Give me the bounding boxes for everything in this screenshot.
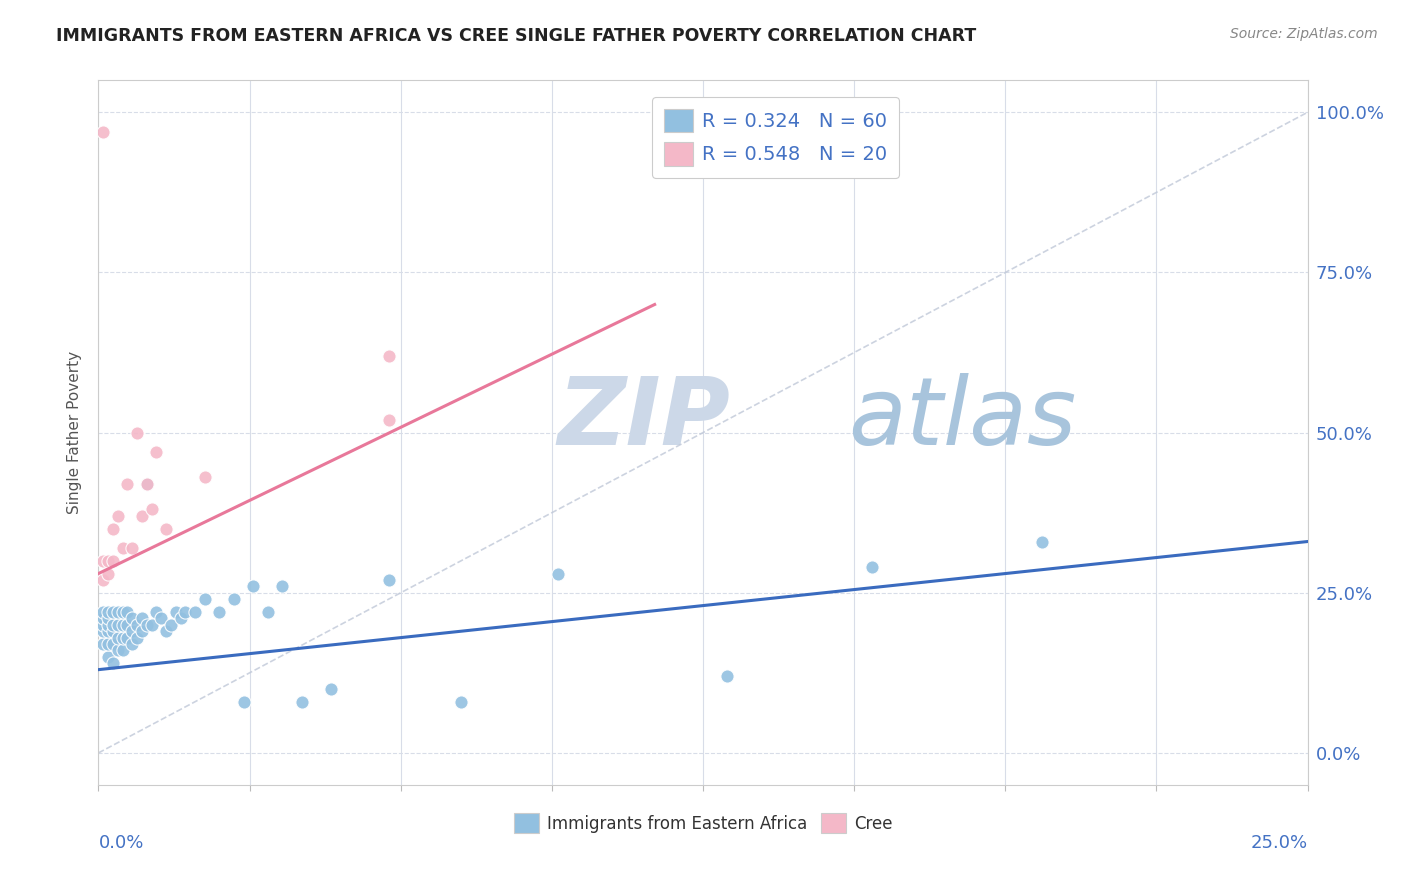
Point <box>117 605 139 619</box>
Text: 0.0%: 0.0% <box>98 834 143 852</box>
Point <box>271 579 294 593</box>
Point <box>860 560 883 574</box>
Point <box>290 695 312 709</box>
Point <box>91 624 114 639</box>
Point <box>117 476 139 491</box>
Point <box>141 502 163 516</box>
Point <box>111 605 134 619</box>
Point <box>145 605 167 619</box>
Point <box>97 617 120 632</box>
Point <box>107 508 129 523</box>
Point <box>121 541 143 555</box>
Text: atlas: atlas <box>848 373 1077 464</box>
Point <box>111 617 134 632</box>
Point <box>101 554 124 568</box>
Point <box>117 617 139 632</box>
Point <box>1031 534 1053 549</box>
Point <box>97 611 120 625</box>
Text: ZIP: ZIP <box>558 373 731 465</box>
Point <box>91 617 114 632</box>
Text: Source: ZipAtlas.com: Source: ZipAtlas.com <box>1230 27 1378 41</box>
Point <box>107 617 129 632</box>
Point <box>232 695 254 709</box>
Point <box>194 470 217 484</box>
Point <box>450 695 472 709</box>
Point <box>377 573 399 587</box>
Point <box>131 624 153 639</box>
Point <box>121 611 143 625</box>
Point <box>97 605 120 619</box>
Point <box>91 637 114 651</box>
Point <box>145 445 167 459</box>
Point <box>377 413 399 427</box>
Point <box>101 605 124 619</box>
Point <box>91 611 114 625</box>
Point <box>111 541 134 555</box>
Point <box>107 643 129 657</box>
Point <box>97 637 120 651</box>
Legend: Immigrants from Eastern Africa, Cree: Immigrants from Eastern Africa, Cree <box>508 806 898 840</box>
Point <box>194 592 217 607</box>
Point <box>127 425 149 440</box>
Point <box>101 637 124 651</box>
Point <box>111 643 134 657</box>
Point <box>256 605 278 619</box>
Point <box>165 605 187 619</box>
Point <box>101 657 124 671</box>
Point <box>107 605 129 619</box>
Point <box>155 522 177 536</box>
Point <box>208 605 231 619</box>
Text: IMMIGRANTS FROM EASTERN AFRICA VS CREE SINGLE FATHER POVERTY CORRELATION CHART: IMMIGRANTS FROM EASTERN AFRICA VS CREE S… <box>56 27 977 45</box>
Point <box>101 522 124 536</box>
Point <box>377 349 399 363</box>
Point <box>91 124 114 138</box>
Point <box>319 681 342 696</box>
Text: 25.0%: 25.0% <box>1250 834 1308 852</box>
Point <box>111 631 134 645</box>
Point <box>97 566 120 581</box>
Point <box>121 637 143 651</box>
Point <box>184 605 207 619</box>
Point <box>121 624 143 639</box>
Point <box>160 617 183 632</box>
Point <box>716 669 738 683</box>
Point <box>127 617 149 632</box>
Point <box>135 476 157 491</box>
Point <box>101 617 124 632</box>
Point <box>174 605 197 619</box>
Point <box>135 476 157 491</box>
Point <box>101 624 124 639</box>
Point <box>150 611 173 625</box>
Point <box>127 631 149 645</box>
Point <box>91 605 114 619</box>
Point <box>91 573 114 587</box>
Point <box>242 579 264 593</box>
Point <box>131 611 153 625</box>
Point <box>97 554 120 568</box>
Point <box>169 611 191 625</box>
Point <box>547 566 569 581</box>
Point <box>135 617 157 632</box>
Point <box>97 624 120 639</box>
Point <box>141 617 163 632</box>
Point <box>107 631 129 645</box>
Point <box>222 592 245 607</box>
Y-axis label: Single Father Poverty: Single Father Poverty <box>67 351 83 514</box>
Point <box>131 508 153 523</box>
Point <box>117 631 139 645</box>
Point <box>97 649 120 664</box>
Point <box>155 624 177 639</box>
Point <box>91 554 114 568</box>
